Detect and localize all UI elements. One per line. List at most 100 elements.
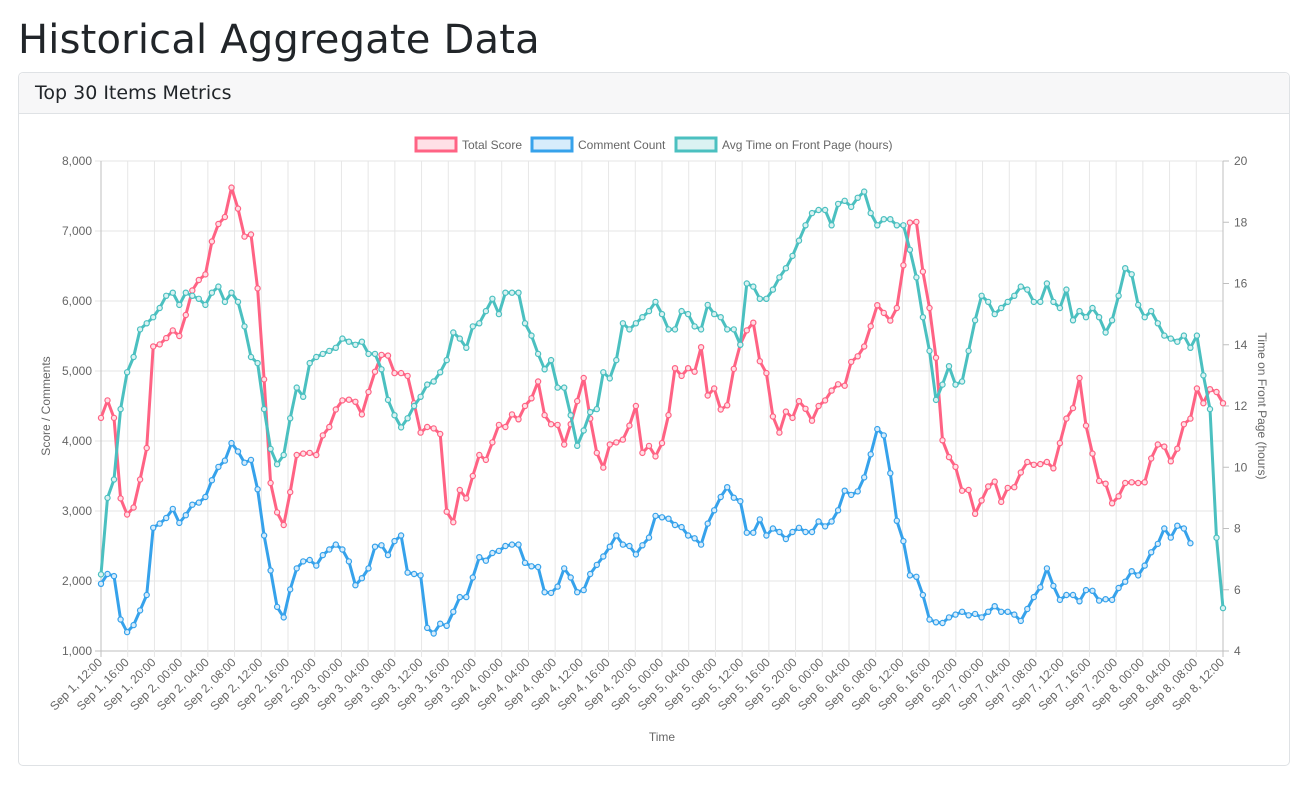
series-point-2: [1043, 280, 1051, 287]
series-point-0: [815, 402, 822, 410]
series-point-2: [1069, 317, 1077, 324]
series-point-2: [371, 350, 379, 358]
series-point-1: [750, 529, 757, 536]
series-point-0: [547, 421, 555, 428]
series-point-0: [1069, 404, 1077, 412]
series-point-1: [1030, 593, 1038, 601]
series-point-0: [117, 495, 124, 502]
series-point-1: [528, 563, 535, 570]
series-point-1: [802, 528, 809, 536]
series-point-2: [965, 347, 972, 355]
right-tick-label: 12: [1234, 399, 1248, 413]
series-point-1: [424, 624, 431, 632]
series-point-1: [587, 570, 594, 578]
series-point-2: [123, 369, 131, 376]
series-point-0: [313, 451, 320, 459]
series-point-1: [971, 610, 979, 618]
series-point-1: [848, 491, 855, 499]
series-point-1: [1095, 597, 1103, 604]
series-point-1: [247, 456, 255, 464]
series-point-0: [1147, 455, 1155, 462]
series-point-1: [1180, 525, 1188, 532]
series-point-0: [652, 453, 659, 460]
series-point-0: [332, 406, 339, 413]
series-point-1: [260, 532, 268, 539]
series-point-2: [619, 320, 627, 327]
series-point-2: [352, 341, 359, 348]
series-point-2: [1037, 298, 1044, 306]
series-point-0: [619, 436, 627, 443]
series-point-1: [1134, 572, 1142, 579]
series-point-0: [358, 411, 366, 418]
series-point-2: [932, 396, 940, 404]
series-point-2: [234, 298, 242, 306]
series-point-2: [554, 384, 561, 391]
series-point-1: [880, 432, 888, 439]
series-point-0: [300, 450, 307, 457]
series-point-1: [1063, 591, 1070, 599]
series-point-2: [874, 222, 881, 229]
series-point-0: [143, 444, 150, 452]
series-point-0: [789, 414, 796, 422]
series-point-2: [378, 366, 385, 373]
series-point-0: [795, 397, 803, 405]
series-point-2: [574, 442, 581, 449]
series-point-0: [397, 369, 405, 377]
series-point-0: [1102, 480, 1109, 487]
series-point-2: [1187, 344, 1194, 351]
series-point-1: [189, 501, 196, 508]
series-point-2: [437, 369, 444, 376]
series-point-1: [300, 558, 307, 565]
series-point-1: [1024, 605, 1031, 613]
left-tick-label: 2,000: [62, 574, 92, 588]
series-point-2: [880, 215, 888, 223]
series-point-0: [176, 332, 183, 340]
series-point-1: [410, 570, 418, 578]
series-point-1: [704, 520, 711, 527]
series-point-0: [704, 392, 711, 399]
series-point-0: [750, 319, 757, 326]
series-point-0: [371, 368, 379, 375]
series-point-0: [254, 285, 261, 292]
series-point-2: [169, 289, 176, 296]
series-point-0: [228, 184, 235, 191]
series-point-0: [130, 504, 137, 511]
legend-label-1: Comment Count: [578, 138, 666, 152]
series-point-1: [149, 524, 157, 532]
series-point-1: [547, 589, 555, 597]
series-point-2: [110, 476, 118, 483]
series-point-0: [906, 219, 914, 226]
series-point-1: [684, 532, 692, 539]
series-point-0: [828, 387, 835, 394]
series-point-2: [156, 304, 163, 312]
series-point-1: [658, 514, 666, 521]
series-point-2: [149, 314, 157, 321]
series-point-1: [443, 622, 450, 630]
legend-swatch-1: [530, 136, 574, 153]
series-point-2: [769, 286, 777, 293]
series-point-2: [730, 326, 738, 333]
series-point-0: [691, 368, 698, 375]
series-point-2: [1056, 304, 1064, 312]
series-point-2: [600, 369, 607, 376]
series-point-2: [241, 323, 248, 330]
series-point-1: [306, 556, 313, 564]
series-point-0: [743, 327, 751, 334]
series-point-0: [306, 449, 313, 457]
series-point-1: [737, 498, 744, 505]
series-point-1: [906, 572, 914, 579]
series-point-1: [1141, 562, 1148, 569]
series-point-0: [482, 456, 490, 464]
series-point-0: [769, 413, 777, 420]
series-point-2: [476, 320, 483, 327]
series-point-0: [273, 509, 281, 516]
series-point-0: [404, 372, 411, 380]
series-point-0: [724, 402, 731, 409]
series-point-2: [665, 326, 672, 333]
series-point-1: [900, 537, 907, 545]
series-point-1: [665, 515, 672, 522]
series-point-0: [1063, 415, 1070, 422]
series-point-2: [345, 338, 353, 345]
series-point-1: [169, 505, 176, 513]
series-point-1: [834, 507, 842, 514]
